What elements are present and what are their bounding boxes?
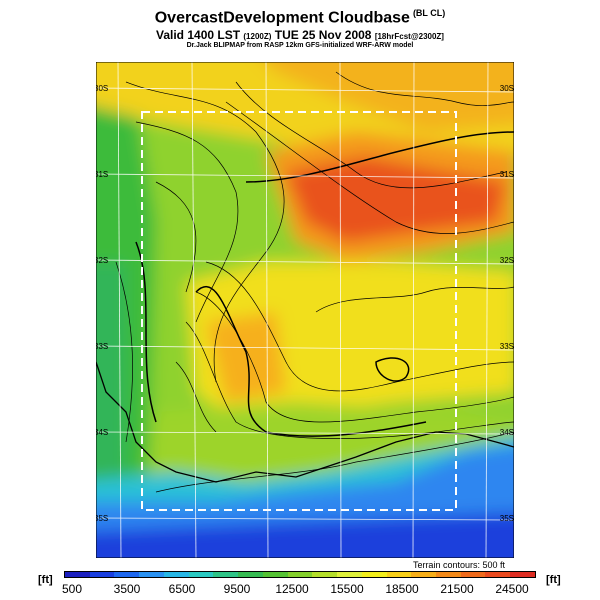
legend-swatch	[213, 572, 239, 577]
valid-time-line: Valid 1400 LST (1200Z) TUE 25 Nov 2008 […	[0, 28, 600, 42]
legend-swatch	[114, 572, 140, 577]
map-tick-label: 30S	[500, 84, 514, 93]
legend-label: 18500	[385, 582, 419, 596]
legend-swatch	[139, 572, 164, 577]
legend-swatch	[65, 572, 90, 577]
map-title: OvercastDevelopment Cloudbase (BL CL)	[0, 8, 600, 27]
color-legend-bar	[64, 571, 536, 578]
legend-swatch	[287, 572, 313, 577]
legend-swatch	[460, 572, 486, 577]
map-tick-label: 34S	[96, 428, 108, 437]
color-field	[96, 62, 514, 558]
legend-label: 15500	[330, 582, 364, 596]
legend-swatch	[361, 572, 387, 577]
legend-swatch	[436, 572, 461, 577]
legend-swatch	[238, 572, 263, 577]
map-tick-label: 35S	[96, 514, 108, 523]
legend-label: 500	[61, 582, 83, 596]
legend-swatch	[262, 572, 288, 577]
graticule	[96, 62, 514, 558]
map-tick-label: 31S	[500, 170, 514, 179]
valid-code: (1200Z)	[243, 32, 272, 41]
map-tick-label: 22E	[407, 62, 421, 64]
legend-label: 6500	[168, 582, 196, 596]
legend-label: 9500	[223, 582, 251, 596]
forecast-hour: [18hrFcst@2300Z]	[374, 32, 444, 41]
legend-swatch	[312, 572, 338, 577]
map-tick-label: 19E	[185, 62, 199, 64]
legend-swatch	[386, 572, 412, 577]
terrain-contour-note: Terrain contours: 500 ft	[412, 560, 505, 570]
title-text: OvercastDevelopment Cloudbase	[154, 9, 410, 27]
legend-label: 3500	[113, 582, 141, 596]
legend-unit-left: [ft]	[38, 574, 53, 586]
coastline	[96, 361, 514, 483]
legend-label: 12500	[275, 582, 309, 596]
map-tick-label: 33S	[500, 342, 514, 351]
map-tick-label: 31S	[96, 170, 108, 179]
map-tick-label: 34S	[500, 428, 514, 437]
legend-swatch	[188, 572, 214, 577]
map-tick-label: 32S	[96, 256, 108, 265]
map-tick-label: 30S	[96, 84, 108, 93]
legend-label: 21500	[440, 582, 474, 596]
map-tick-label: 18E	[111, 62, 125, 64]
legend-swatch	[510, 572, 535, 577]
inner-domain-box	[141, 111, 457, 511]
map-tick-label: 33S	[96, 342, 108, 351]
legend-swatch	[89, 572, 115, 577]
legend-swatch	[337, 572, 362, 577]
map-tick-label: 32S	[500, 256, 514, 265]
legend-swatch	[163, 572, 189, 577]
legend-unit-right: [ft]	[546, 574, 561, 586]
legend-label: 24500	[495, 582, 529, 596]
valid-label: Valid 1400 LST	[156, 28, 241, 42]
map-tick-label: 35S	[500, 514, 514, 523]
map-tick-label: 21E	[333, 62, 347, 64]
valid-date: TUE 25 Nov 2008	[274, 28, 372, 42]
map-tick-label: 23E	[481, 62, 495, 64]
legend-swatch	[411, 572, 437, 577]
title-suffix: (BL CL)	[412, 8, 446, 18]
credit-line: Dr.Jack BLIPMAP from RASP 12km GFS-initi…	[186, 42, 414, 49]
cloudbase-map: 18E19E20E21E22E23E18E19E20E21E30S31S32S3…	[96, 62, 514, 558]
map-tick-label: 20E	[259, 62, 273, 64]
legend-swatch	[485, 572, 511, 577]
